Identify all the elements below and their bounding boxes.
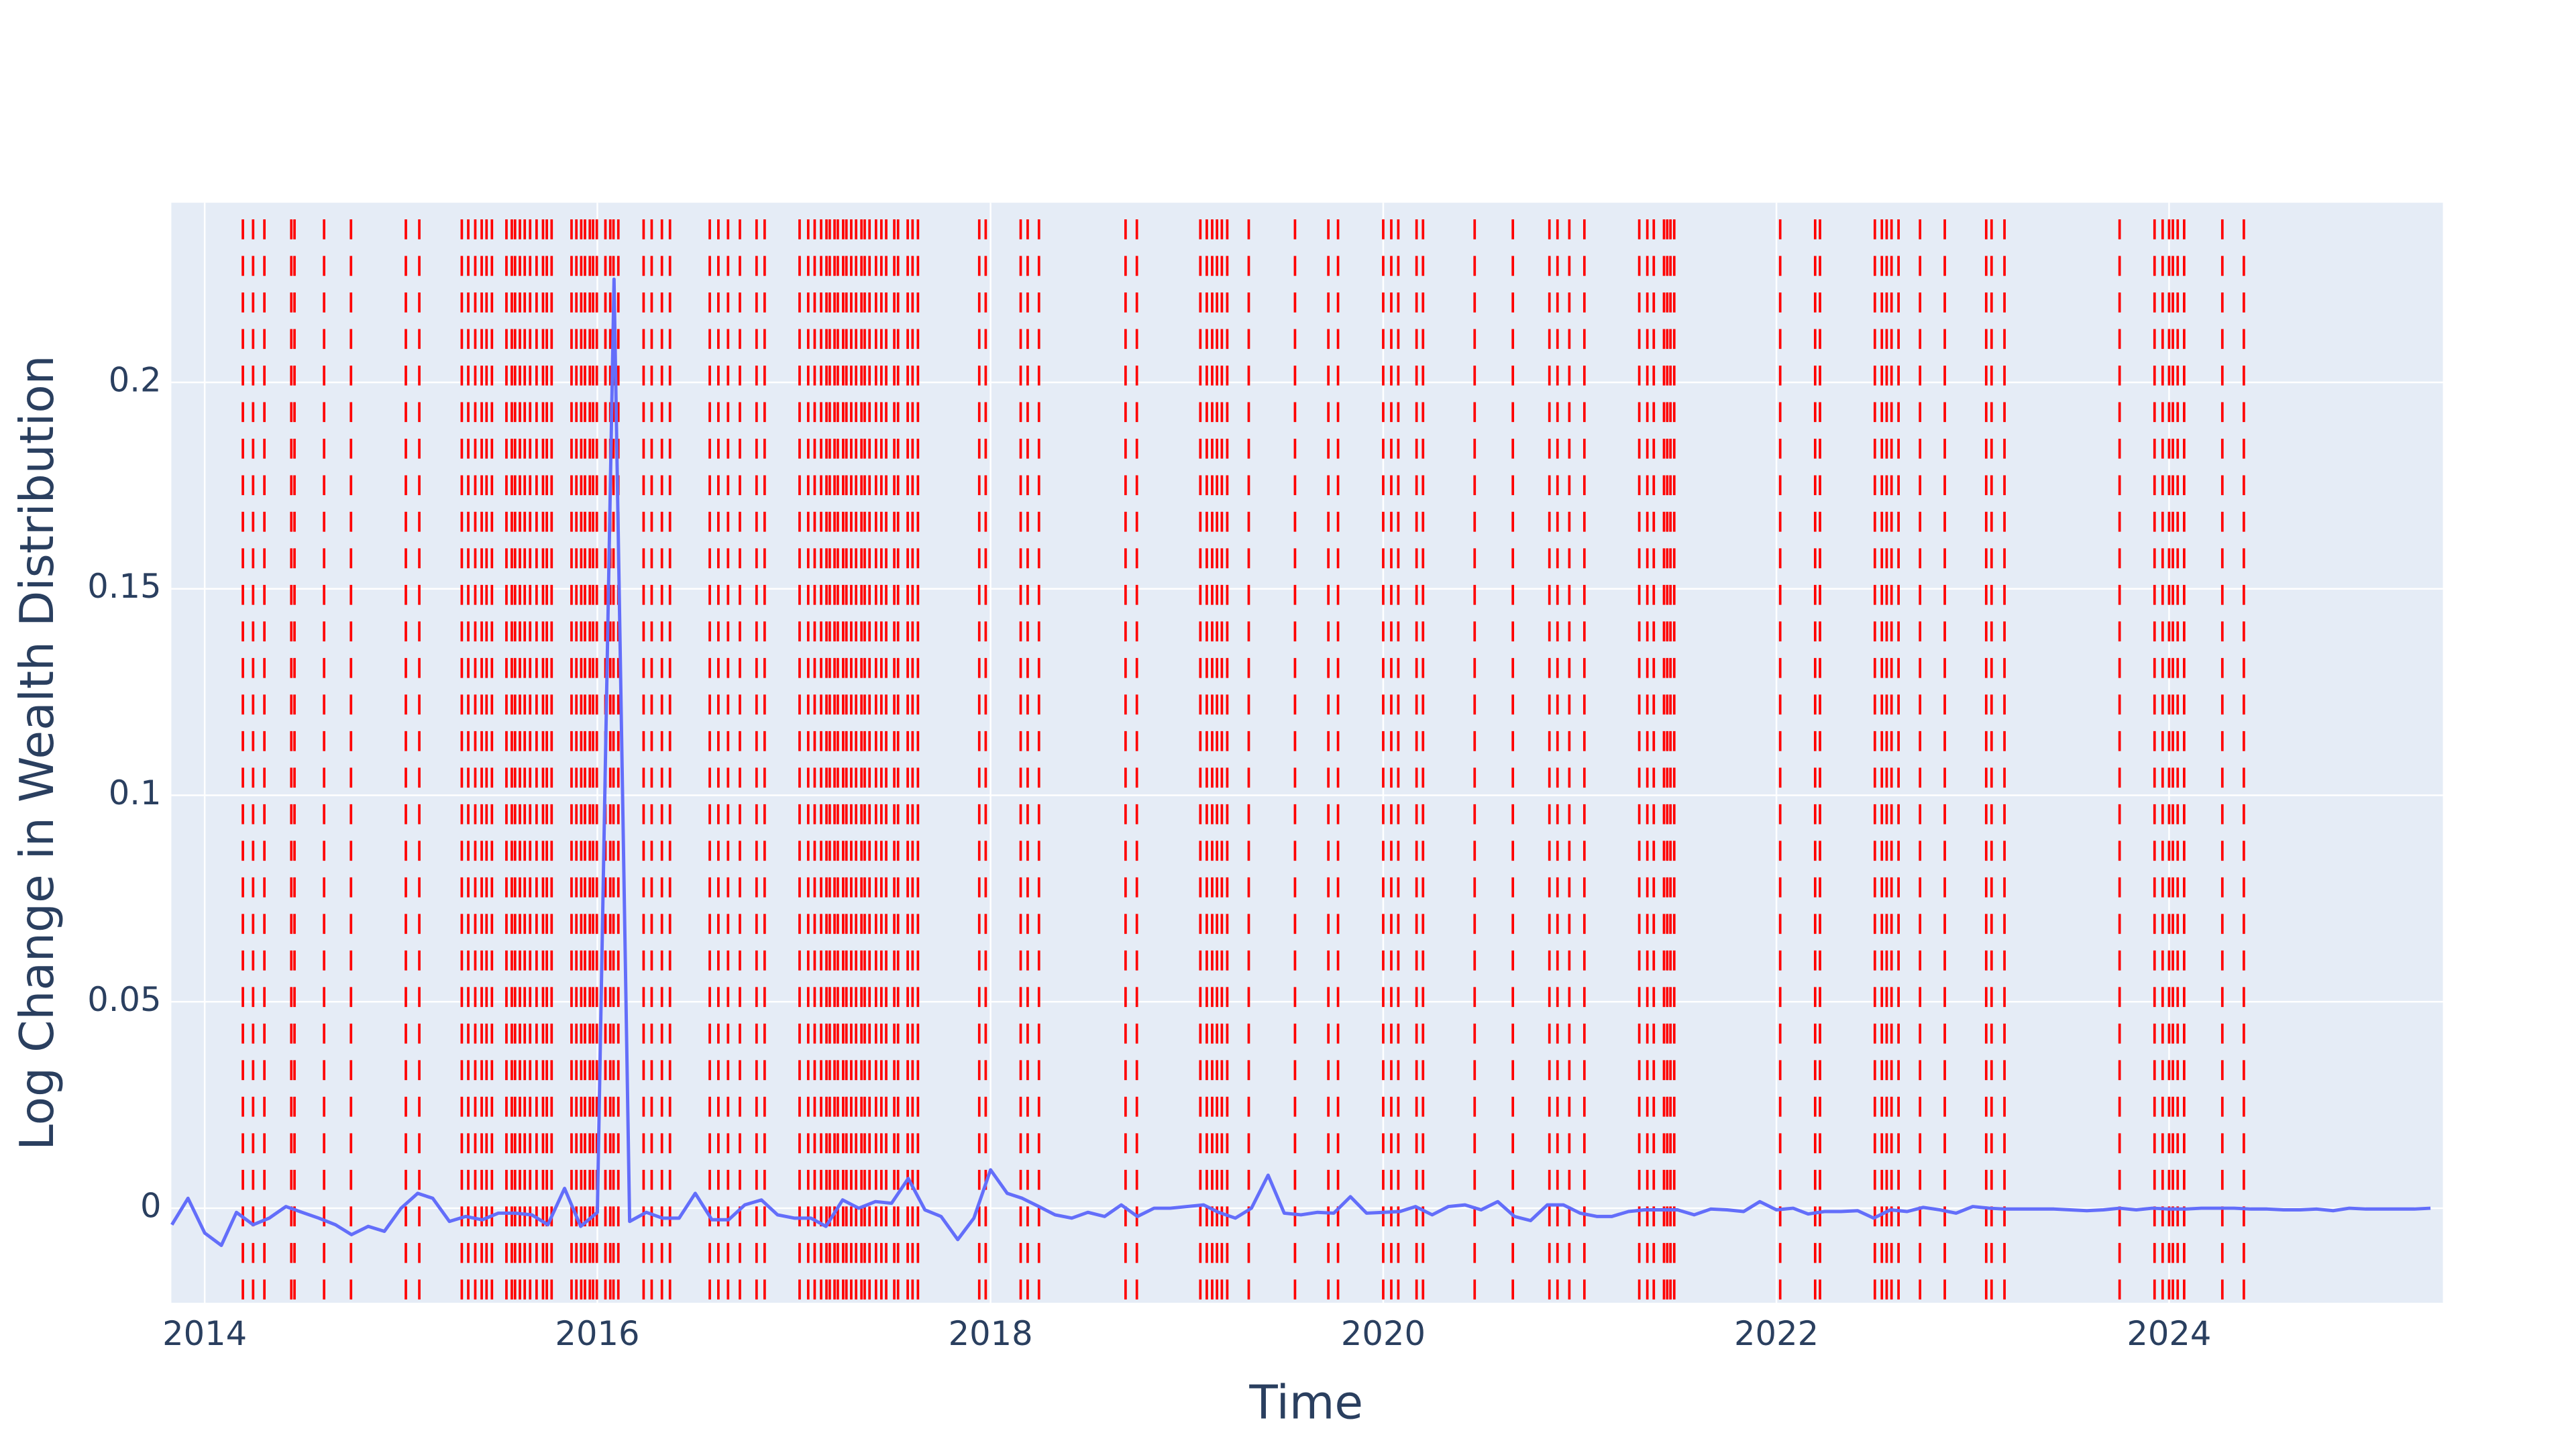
x-tick-label: 2018 [949, 1314, 1033, 1353]
x-tick-label: 2016 [555, 1314, 639, 1353]
y-tick-label: 0 [140, 1187, 162, 1226]
y-tick-label: 0.2 [109, 360, 162, 399]
y-tick-label: 0.05 [87, 980, 161, 1019]
y-axis-title: Log Change in Wealth Distribution [11, 355, 64, 1150]
y-tick-label: 0.15 [87, 567, 161, 606]
plot-background [171, 203, 2443, 1303]
x-tick-label: 2014 [162, 1314, 247, 1353]
x-tick-label: 2022 [1734, 1314, 1819, 1353]
x-axis-title: Time [1248, 1377, 1363, 1430]
x-tick-label: 2020 [1341, 1314, 1426, 1353]
data-line [170, 277, 2431, 1247]
x-tick-label: 2024 [2127, 1314, 2211, 1353]
y-tick-label: 0.1 [109, 773, 162, 812]
